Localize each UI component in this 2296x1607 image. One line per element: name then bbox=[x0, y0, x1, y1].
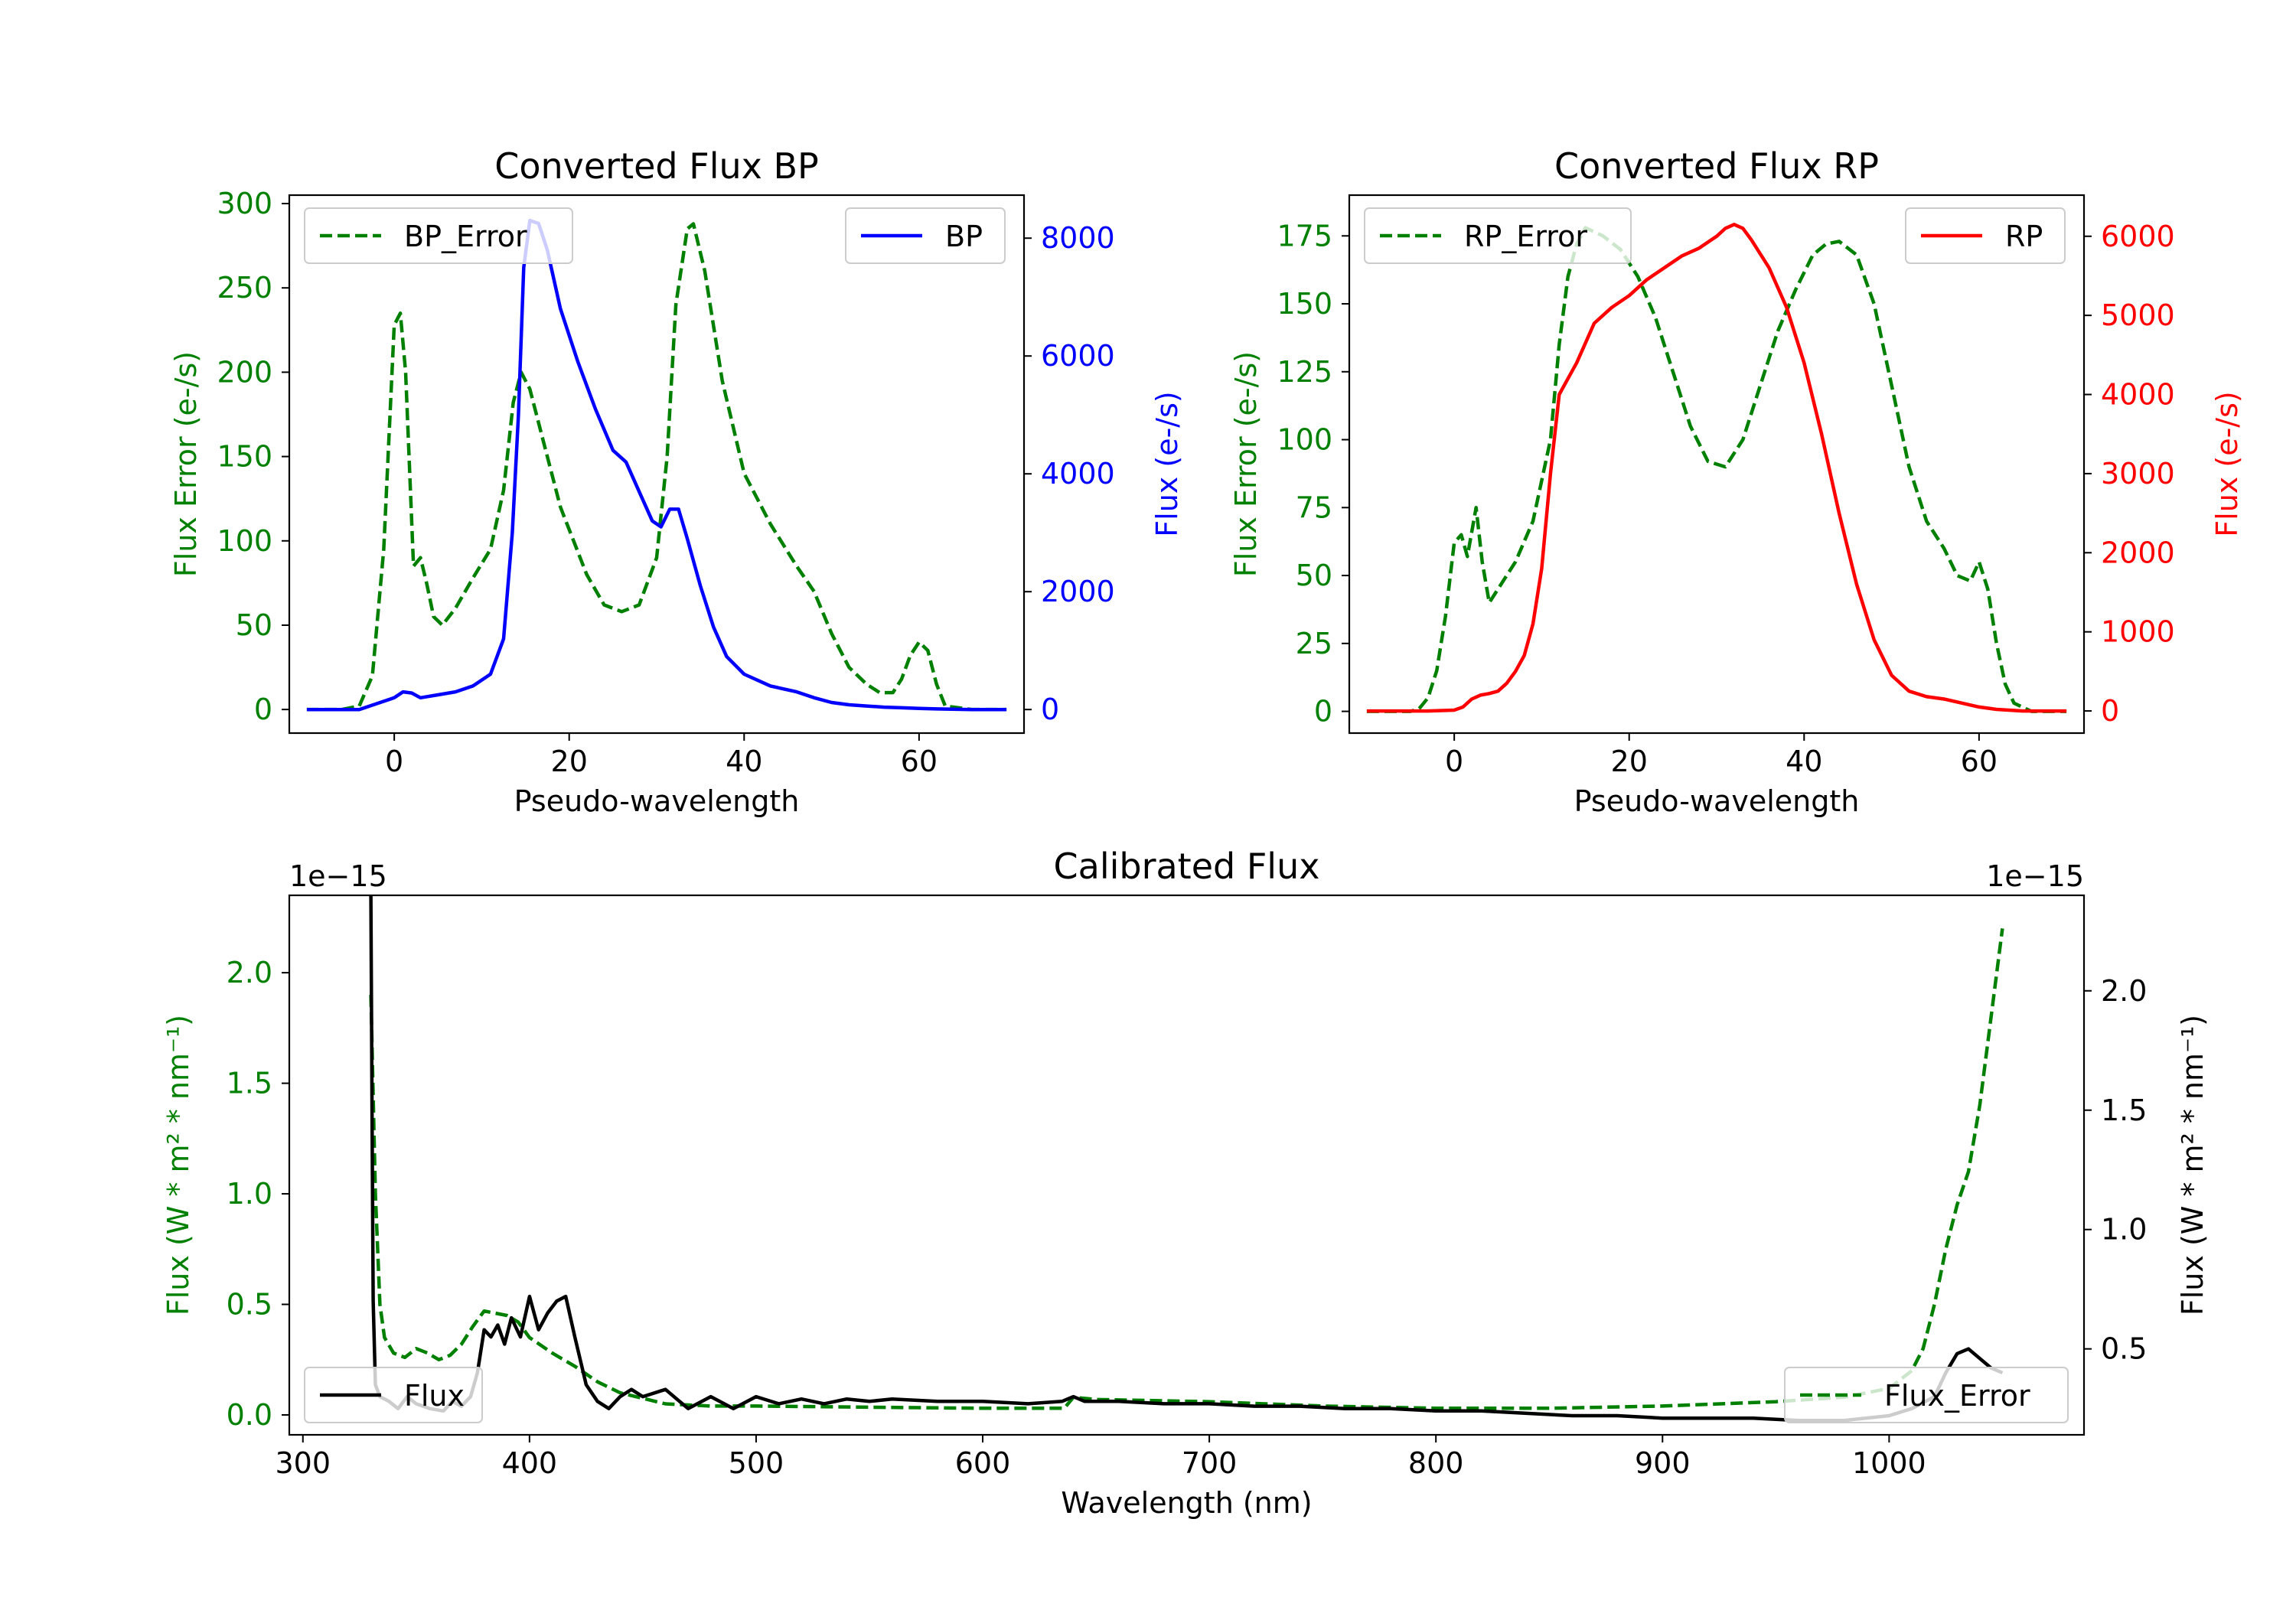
chart-2-y-right-tick-label: 3000 bbox=[2101, 457, 2175, 491]
chart-3-legend-flux: Flux bbox=[304, 1367, 483, 1423]
chart-1-legend-flux: BP bbox=[845, 207, 1006, 264]
chart-3-y-right-tick-label: 1.5 bbox=[2101, 1094, 2147, 1127]
chart-2-title: Converted Flux RP bbox=[1554, 145, 1879, 187]
chart-1-y-left-tick-label: 50 bbox=[236, 608, 272, 642]
chart-3-x-tick-label: 300 bbox=[275, 1446, 331, 1480]
chart-3-plot-frame bbox=[288, 894, 2086, 1436]
chart-1-legend-error-box bbox=[304, 207, 573, 264]
chart-3-x-tick-label: 500 bbox=[729, 1446, 784, 1480]
chart-1: 0 20 40 60 0 50 100 150 200 250 300 0 2000 4000 6000 80… bbox=[169, 145, 1184, 818]
chart-2-y-left-tick-label: 150 bbox=[1277, 287, 1332, 321]
chart-2-y-left-tick-label: 0 bbox=[1314, 695, 1332, 729]
chart-1-series-bp-line bbox=[306, 218, 1007, 712]
chart-2-legend-error-label: RP_Error bbox=[1464, 220, 1587, 253]
chart-3-series-flux-line bbox=[369, 895, 2004, 1423]
chart-3: 300 400 500 600 700 800 900 1000 0.0 0.5 1.0 1.5 2.0… bbox=[161, 846, 2210, 1520]
chart-2-y-right-tick-label: 4000 bbox=[2101, 378, 2175, 412]
chart-2-y-left-tick-label: 50 bbox=[1296, 559, 1332, 592]
chart-3-y-left-offset-label: 1e−15 bbox=[289, 859, 387, 893]
chart-2-y-left-tick-label: 75 bbox=[1296, 491, 1332, 524]
chart-3-x-tick-label: 1000 bbox=[1852, 1446, 1926, 1480]
chart-3-y-left-tick-label: 2.0 bbox=[227, 956, 272, 989]
chart-1-title: Converted Flux BP bbox=[494, 145, 819, 187]
chart-2-y-left-axis-label: Flux Error (e-/s) bbox=[1229, 351, 1263, 577]
chart-2: 0 20 40 60 0 25 50 75 100 125 150 175 0 1000 2000 3000 4… bbox=[1229, 145, 2244, 818]
chart-3-y-right-tick-label: 2.0 bbox=[2101, 974, 2147, 1008]
chart-2-x-axis-label: Pseudo-wavelength bbox=[1574, 784, 1860, 818]
chart-1-x-tick-label: 20 bbox=[551, 745, 588, 778]
chart-2-legend-error-box bbox=[1364, 207, 1632, 264]
chart-1-x-tick-label: 0 bbox=[385, 745, 403, 778]
chart-3-legend-flux-box bbox=[304, 1367, 483, 1423]
chart-3-legend-flux-label: Flux bbox=[404, 1379, 465, 1413]
chart-1-y-left-tick-label: 0 bbox=[254, 693, 272, 726]
chart-2-x-tick-label: 40 bbox=[1786, 745, 1822, 778]
chart-2-legend-flux: RP bbox=[1905, 207, 2066, 264]
chart-3-y-left-tick-label: 1.0 bbox=[227, 1177, 272, 1211]
chart-1-plot-frame bbox=[288, 194, 1026, 735]
chart-1-x-axis-label: Pseudo-wavelength bbox=[514, 784, 800, 818]
chart-3-series-flux-error-line bbox=[369, 928, 2004, 1410]
chart-2-y-right-tick-label: 1000 bbox=[2101, 615, 2175, 649]
chart-3-x-tick-label: 700 bbox=[1182, 1446, 1238, 1480]
chart-2-x-tick-label: 20 bbox=[1611, 745, 1648, 778]
chart-1-y-left-tick-label: 250 bbox=[217, 271, 272, 305]
chart-2-y-right-tick-label: 2000 bbox=[2101, 536, 2175, 569]
chart-1-y-right-tick-label: 8000 bbox=[1041, 221, 1115, 255]
chart-1-x-tick-label: 40 bbox=[726, 745, 762, 778]
chart-1-y-right-tick-label: 4000 bbox=[1041, 457, 1115, 491]
chart-3-x-tick-label: 600 bbox=[955, 1446, 1011, 1480]
chart-1-y-right-tick-label: 0 bbox=[1041, 693, 1059, 726]
chart-3-y-right-offset-label: 1e−15 bbox=[1986, 859, 2084, 893]
chart-1-legend-flux-label: BP bbox=[945, 220, 983, 253]
chart-1-y-right-axis-label: Flux (e-/s) bbox=[1150, 391, 1184, 536]
chart-3-title: Calibrated Flux bbox=[1054, 846, 1320, 887]
chart-1-y-left-tick-label: 300 bbox=[217, 187, 272, 220]
chart-1-series-bp-error-line bbox=[306, 222, 1007, 712]
chart-2-y-left-tick-label: 175 bbox=[1277, 219, 1332, 253]
chart-2-legend-flux-label: RP bbox=[2005, 220, 2043, 253]
chart-3-y-left-tick-label: 0.0 bbox=[227, 1398, 272, 1432]
chart-3-x-tick-label: 400 bbox=[502, 1446, 558, 1480]
chart-2-y-right-axis-label: Flux (e-/s) bbox=[2210, 391, 2244, 536]
chart-3-y-left-axis-label: Flux (W * m² * nm⁻¹) bbox=[161, 1015, 195, 1315]
chart-1-legend-error-label: BP_Error bbox=[404, 220, 527, 253]
chart-3-legend-error: Flux_Error bbox=[1784, 1367, 2069, 1423]
chart-2-legend-flux-box bbox=[1905, 207, 2066, 264]
chart-1-y-left-tick-label: 200 bbox=[217, 355, 272, 389]
chart-2-legend-error: RP_Error bbox=[1364, 207, 1632, 264]
chart-1-y-left-tick-label: 100 bbox=[217, 524, 272, 558]
chart-3-legend-error-label: Flux_Error bbox=[1884, 1379, 2030, 1413]
chart-1-y-left-axis-label: Flux Error (e-/s) bbox=[169, 351, 203, 577]
chart-3-x-tick-label: 900 bbox=[1635, 1446, 1691, 1480]
chart-2-series-rp-line bbox=[1366, 223, 2067, 713]
chart-1-x-tick-label: 60 bbox=[901, 745, 938, 778]
chart-1-y-left-tick-label: 150 bbox=[217, 440, 272, 474]
chart-3-legend-error-box bbox=[1784, 1367, 2069, 1423]
chart-2-plot-frame bbox=[1348, 194, 2086, 735]
chart-3-x-tick-label: 800 bbox=[1408, 1446, 1464, 1480]
chart-2-y-left-tick-label: 25 bbox=[1296, 627, 1332, 660]
chart-1-legend-error: BP_Error bbox=[304, 207, 573, 264]
chart-2-y-left-tick-label: 125 bbox=[1277, 355, 1332, 389]
chart-2-y-right-tick-label: 5000 bbox=[2101, 298, 2175, 332]
chart-1-legend-flux-box bbox=[845, 207, 1006, 264]
chart-2-series-rp-error-line bbox=[1366, 226, 2067, 713]
chart-3-y-right-axis-label: Flux (W * m² * nm⁻¹) bbox=[2176, 1015, 2210, 1315]
chart-2-y-right-tick-label: 0 bbox=[2101, 694, 2119, 728]
chart-2-y-right-tick-label: 6000 bbox=[2101, 220, 2175, 253]
chart-2-y-left-tick-label: 100 bbox=[1277, 423, 1332, 457]
chart-1-y-right-tick-label: 2000 bbox=[1041, 575, 1115, 608]
chart-3-y-left-tick-label: 1.5 bbox=[227, 1067, 272, 1100]
chart-3-y-left-tick-label: 0.5 bbox=[227, 1288, 272, 1322]
chart-2-x-tick-label: 0 bbox=[1445, 745, 1463, 778]
chart-3-y-right-tick-label: 1.0 bbox=[2101, 1213, 2147, 1247]
chart-2-x-tick-label: 60 bbox=[1961, 745, 1998, 778]
chart-3-x-axis-label: Wavelength (nm) bbox=[1061, 1486, 1312, 1520]
chart-3-y-right-tick-label: 0.5 bbox=[2101, 1332, 2147, 1366]
chart-1-y-right-tick-label: 6000 bbox=[1041, 339, 1115, 373]
